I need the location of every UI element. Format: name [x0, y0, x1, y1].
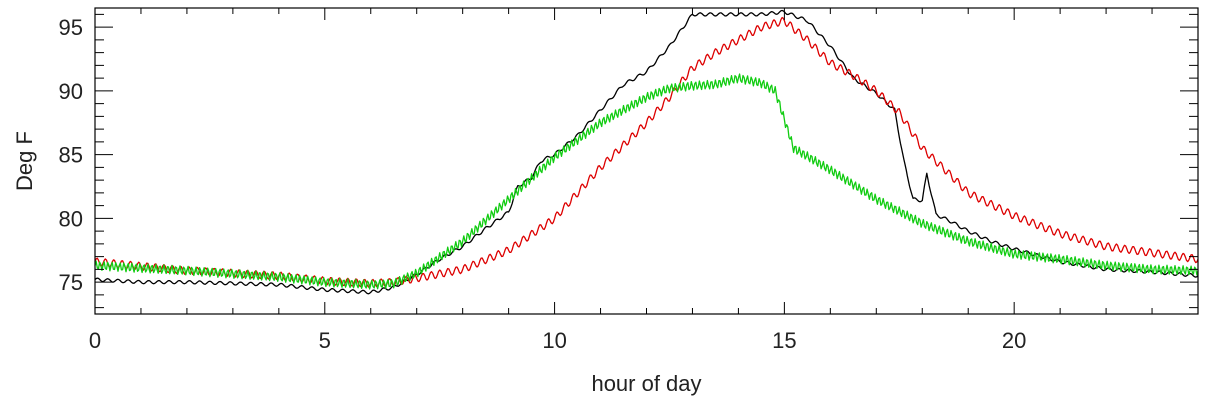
y-tick-label: 85	[59, 143, 83, 168]
series-line-1	[94, 9, 1199, 295]
x-tick-label: 10	[542, 328, 566, 353]
x-axis-ticks: 0 5 10 15 20	[89, 8, 1199, 353]
y-tick-label: 80	[59, 206, 83, 231]
y-tick-label: 90	[59, 79, 83, 104]
x-axis-title: hour of day	[591, 371, 701, 396]
x-tick-label: 5	[319, 328, 331, 353]
y-axis-title: Deg F	[12, 131, 37, 191]
x-tick-label: 15	[772, 328, 796, 353]
series-group	[94, 9, 1199, 295]
x-tick-label: 20	[1002, 328, 1026, 353]
y-tick-label: 75	[59, 270, 83, 295]
series-line-2	[94, 16, 1199, 288]
y-axis-ticks: 75 80 85 90 95	[59, 13, 1198, 309]
y-tick-label: 95	[59, 15, 83, 40]
x-tick-label: 0	[89, 328, 101, 353]
plot-frame	[94, 7, 1199, 315]
series-line-3	[94, 73, 1199, 290]
